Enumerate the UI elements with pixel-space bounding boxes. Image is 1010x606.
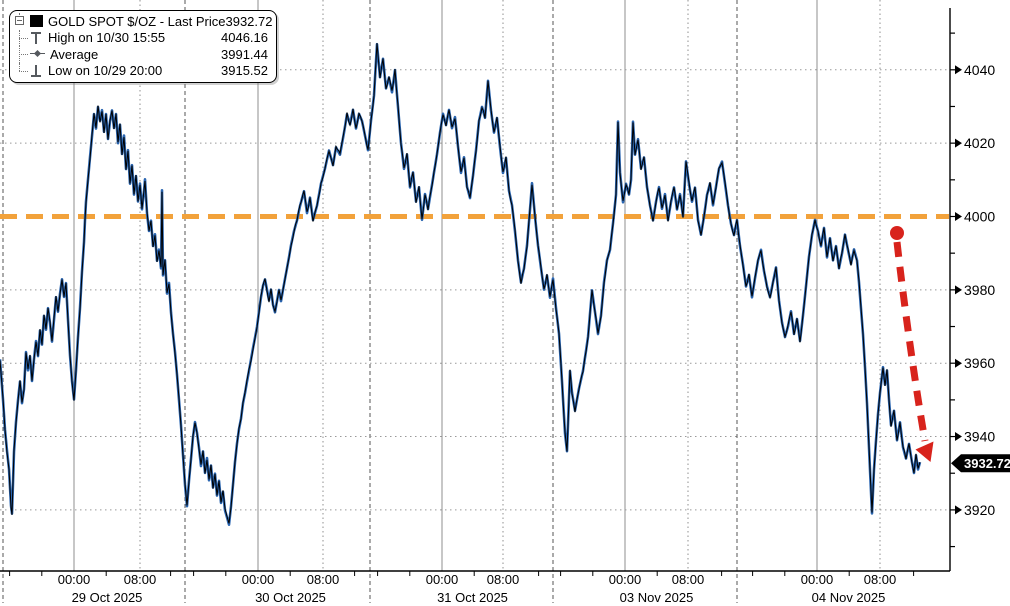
- y-tick-arrow-icon: [955, 358, 962, 368]
- y-tick-arrow-icon: [955, 285, 962, 295]
- x-time-label: 00:00: [242, 572, 275, 587]
- x-date-label: 31 Oct 2025: [437, 590, 508, 605]
- legend-value: 3915.52: [221, 63, 268, 79]
- y-tick-arrow-icon: [955, 505, 962, 515]
- x-time-label: 00:00: [801, 572, 834, 587]
- y-tick-label: 4000: [964, 209, 995, 225]
- trend-arrow-origin-dot: [890, 226, 904, 240]
- x-date-label: 29 Oct 2025: [72, 590, 143, 605]
- y-tick-arrow-icon: [955, 432, 962, 442]
- legend-row-low: Low on 10/29 20:00 3915.52: [15, 62, 268, 80]
- x-date-label: 30 Oct 2025: [255, 590, 326, 605]
- legend-tree-connector: [15, 29, 30, 47]
- legend-label: Low on 10/29 20:00: [48, 63, 163, 79]
- last-price-badge: [951, 454, 1010, 473]
- legend-value: 4046.16: [221, 30, 268, 46]
- average-marker-icon: [30, 49, 45, 59]
- legend-value: 3991.44: [221, 46, 268, 62]
- price-line-main: [0, 43, 921, 524]
- plot-area[interactable]: [0, 0, 950, 571]
- legend-label: GOLD SPOT $/OZ - Last Price: [48, 13, 226, 29]
- x-time-label: 00:00: [58, 572, 91, 587]
- x-date-label: 03 Nov 2025: [620, 590, 694, 605]
- legend-tree-connector: [15, 62, 30, 80]
- trend-arrow-shaft: [893, 241, 929, 442]
- legend-row-last-price: GOLD SPOT $/OZ - Last Price 3932.72: [15, 13, 272, 30]
- y-tick-label: 3940: [964, 429, 995, 445]
- chart-legend: GOLD SPOT $/OZ - Last Price 3932.72 High…: [9, 10, 277, 83]
- trend-arrow-head: [915, 441, 934, 462]
- x-time-label: 08:00: [487, 572, 520, 587]
- y-tick-label: 3920: [964, 502, 995, 518]
- y-tick-arrow-icon: [955, 65, 962, 75]
- legend-value: 3932.72: [225, 13, 273, 29]
- x-date-label: 04 Nov 2025: [812, 590, 886, 605]
- y-tick-arrow-icon: [955, 212, 962, 221]
- y-tick-label: 3980: [964, 282, 995, 298]
- series-swatch-icon: [30, 15, 43, 28]
- y-tick-label: 4040: [964, 62, 995, 78]
- y-tick-arrow-icon: [955, 138, 962, 148]
- legend-row-average: Average 3991.44: [15, 46, 268, 63]
- y-tick-label: 3960: [964, 355, 995, 371]
- x-time-label: 08:00: [124, 572, 157, 587]
- x-time-label: 08:00: [672, 572, 705, 587]
- legend-label: Average: [50, 46, 99, 62]
- y-tick-label: 4020: [964, 135, 995, 151]
- legend-tree-connector: [15, 13, 30, 30]
- collapse-icon[interactable]: [15, 16, 24, 26]
- last-price-badge-text: 3932.72: [964, 456, 1010, 471]
- legend-tree-connector: [15, 46, 30, 63]
- x-time-label: 08:00: [307, 572, 340, 587]
- x-time-label: 00:00: [609, 572, 642, 587]
- x-time-label: 08:00: [864, 572, 897, 587]
- legend-row-high: High on 10/30 15:55 4046.16: [15, 29, 268, 47]
- x-time-label: 00:00: [426, 572, 459, 587]
- high-marker-icon: [30, 31, 43, 45]
- low-marker-icon: [30, 64, 43, 78]
- legend-label: High on 10/30 15:55: [48, 30, 166, 46]
